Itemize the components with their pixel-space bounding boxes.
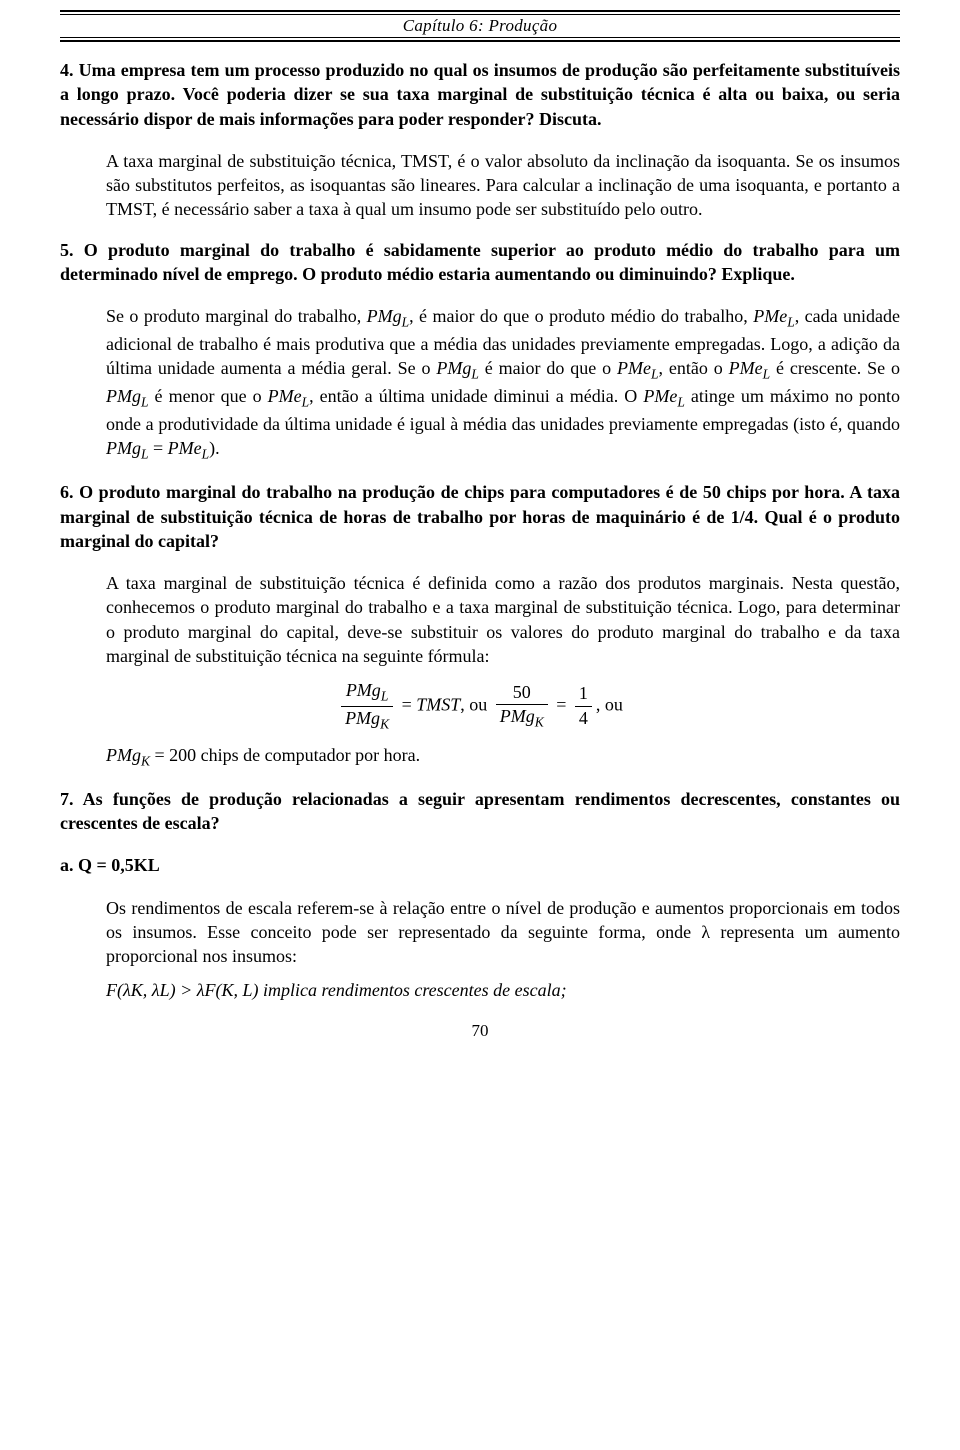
a5-pmgl: PMg [106,386,141,406]
f7a: F(λK, λL) > λF(K, L) implica rendimentos… [106,980,567,1000]
eq-sign: = [402,695,412,715]
page: Capítulo 6: Produção 4. Uma empresa tem … [0,0,960,1071]
f7a-text: F(λK, λL) > λF(K, L) implica rendimentos… [106,980,567,1000]
frac-den: 4 [575,707,592,730]
a5-eq: = [149,438,168,458]
answer-6-p1: A taxa marginal de substituição técnica … [106,571,900,668]
a5-sub: L [141,395,149,410]
chapter-text: Capítulo 6: Produção [60,14,900,38]
a5-frag: , então a última unidade diminui a média… [309,386,643,406]
frac-num: 1 [575,683,592,707]
answer-4: A taxa marginal de substituição técnica,… [106,149,900,222]
sub-k: K [141,753,150,768]
frac-num: PMgL [341,680,393,707]
a5-pmgl: PMg [106,438,141,458]
sub-l: L [381,689,389,704]
a5-frag: , então o [659,358,729,378]
question-5: 5. O produto marginal do trabalho é sabi… [60,238,900,287]
formula-7a: F(λK, λL) > λF(K, L) implica rendimentos… [106,978,900,1002]
frac-3: 1 4 [575,683,592,729]
chapter-header: Capítulo 6: Produção [60,10,900,42]
pmg: PMg [345,708,380,728]
page-number: 70 [60,1021,900,1041]
question-7a: a. Q = 0,5KL [60,853,900,877]
frac-den: PMgK [341,707,393,733]
a5-frag: , é maior do que o produto médio do trab… [409,306,753,326]
a6-rest: = 200 chips de computador por hora. [150,745,420,765]
a5-sub: L [651,367,659,382]
a5-frag: Se o produto marginal do trabalho, [106,306,367,326]
frac-1: PMgL PMgK [341,680,393,733]
frac-den: PMgK [496,705,548,731]
formula-6: PMgL PMgK = TMST, ou 50 PMgK = 1 4 , ou [60,680,900,733]
answer-5: Se o produto marginal do trabalho, PMgL,… [106,304,900,464]
pmg-k: PMg [106,745,141,765]
a5-sub: L [302,395,310,410]
a5-pmgl: PMg [367,306,402,326]
formula-tail: , ou [596,695,623,715]
tmst: TMST [416,695,460,715]
sub-k: K [380,717,389,732]
sub-k: K [535,715,544,730]
comma-ou: , ou [460,695,492,715]
a5-pmel: PMe [753,306,787,326]
eq-sign: = [556,695,566,715]
a5-frag: é menor que o [149,386,268,406]
a5-pmel: PMe [617,358,651,378]
a5-pmel: PMe [268,386,302,406]
a5-end: ). [209,438,220,458]
answer-7a: Os rendimentos de escala referem-se à re… [106,896,900,969]
a5-pmel: PMe [168,438,202,458]
question-6: 6. O produto marginal do trabalho na pro… [60,480,900,553]
pmg: PMg [500,706,535,726]
a5-pmgl-sub: L [402,315,410,330]
a5-frag: é maior do que o [479,358,617,378]
a5-sub: L [763,367,771,382]
question-7: 7. As funções de produção relacionadas a… [60,787,900,836]
a5-pmel-sub: L [787,315,795,330]
pmg: PMg [346,680,381,700]
frac-num: 50 [496,682,548,706]
frac-2: 50 PMgK [496,682,548,731]
a5-frag: é crescente. Se o [770,358,900,378]
a5-sub: L [141,447,149,462]
answer-6-p2: PMgK = 200 chips de computador por hora. [106,743,900,771]
a5-pmgl: PMg [436,358,471,378]
question-4: 4. Uma empresa tem um processo produzido… [60,58,900,131]
a5-sub: L [471,367,479,382]
a5-pmel: PMe [643,386,677,406]
a5-pmel: PMe [729,358,763,378]
a5-sub: L [677,395,685,410]
